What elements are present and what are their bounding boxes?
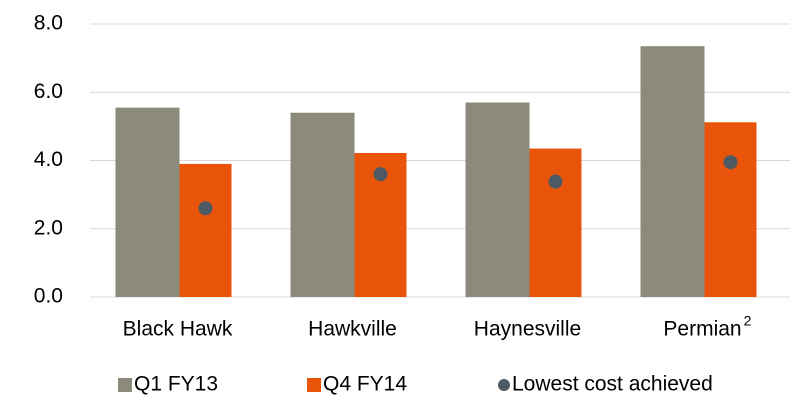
x-tick-label: Permian [663, 318, 741, 341]
bar [290, 112, 355, 297]
legend-swatch [498, 379, 510, 391]
point [723, 155, 738, 170]
legend-label: Q1 FY13 [134, 373, 218, 396]
bar [115, 107, 180, 297]
point [198, 201, 213, 216]
bar [179, 163, 232, 297]
point [548, 174, 563, 189]
x-tick-label: Black Hawk [123, 318, 233, 341]
legend-swatch [307, 378, 321, 392]
point [373, 167, 388, 182]
y-tick-label: 6.0 [34, 80, 63, 103]
y-tick-label: 4.0 [34, 148, 63, 171]
bar [529, 148, 582, 297]
footnote-marker: 2 [744, 313, 752, 329]
legend-swatch [118, 378, 132, 392]
y-tick-label: 2.0 [34, 216, 63, 239]
bar [465, 102, 530, 297]
x-tick-label: Haynesville [474, 318, 581, 341]
legend-label: Q4 FY14 [323, 373, 407, 396]
x-tick-label: Hawkville [308, 318, 397, 341]
y-tick-label: 8.0 [34, 12, 63, 35]
legend-label: Lowest cost achieved [512, 373, 713, 396]
bar [704, 122, 757, 297]
y-tick-label: 0.0 [34, 285, 63, 308]
bar [640, 46, 705, 298]
